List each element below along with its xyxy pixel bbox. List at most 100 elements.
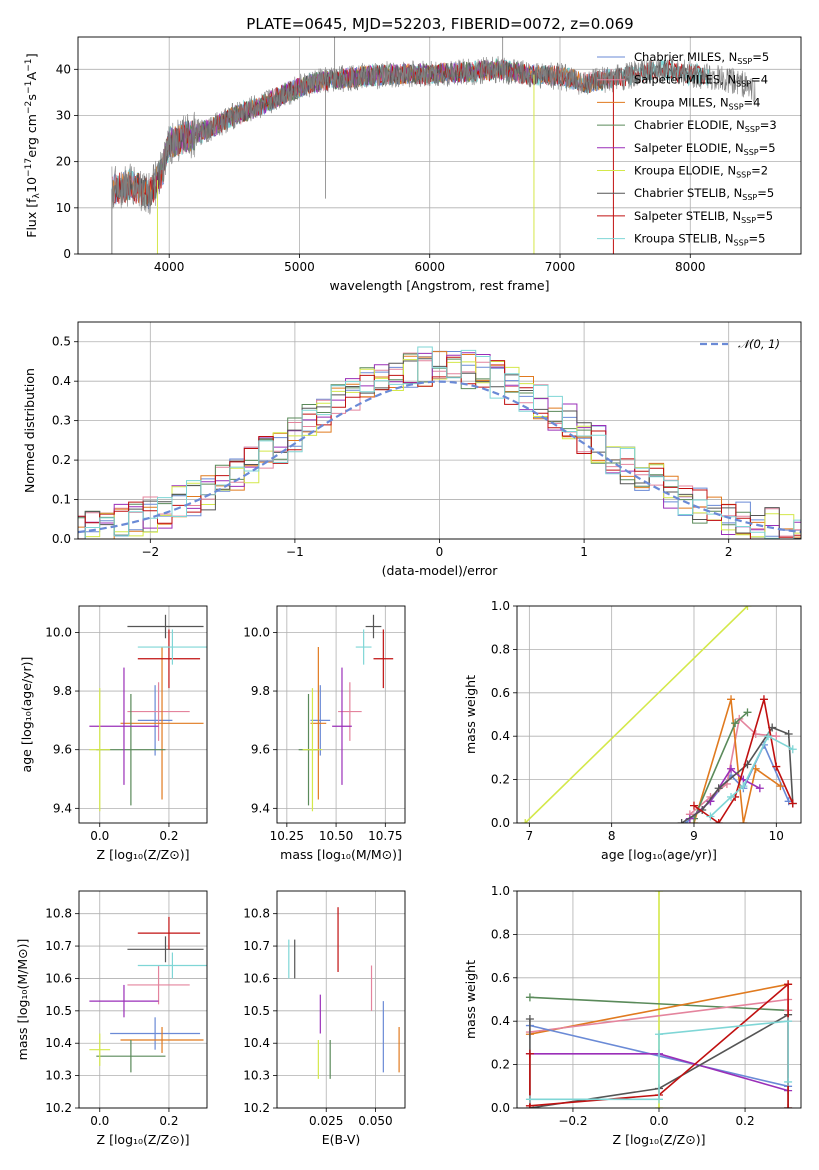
ebv-mass-ytick-label: 10.5 [243,1004,270,1018]
ebv-mass-ytick-label: 10.6 [243,971,270,985]
spectrum-data-line [111,56,756,215]
ebv-mass-ytick-label: 10.2 [243,1101,270,1115]
age-weight-plot-area [517,606,801,823]
age-weight-marker-salpeter-stelib [689,801,698,810]
age-weight-marker-salpeter-miles [772,732,781,741]
mass-age-point-salpeter-stelib [373,629,394,689]
residual-histogram-content [78,346,801,539]
z-weight-marker-salpeter-stelib [784,1104,793,1108]
spectrum-xtick-label: 8000 [675,260,706,274]
age-weight-marker-kroupa-stelib [788,745,797,754]
z-weight-ytick-label: 0.4 [491,1014,510,1028]
age-weight-marker-kroupa-miles [776,782,785,791]
age-weight-ytick-label: 0.8 [491,642,510,656]
age-weight-marker-salpeter-stelib [714,819,723,823]
age-weight-marker-salpeter-stelib [759,695,768,704]
z-mass-content [89,916,207,1073]
z-mass-xtick-label: 0.0 [90,1114,109,1128]
spectrum-ylabel-part: −1 [24,58,34,71]
ebv-mass-ytick-label: 10.7 [243,939,270,953]
residual-histogram-ytick-label: 0.4 [52,374,71,388]
age-weight-marker-salpeter-stelib [772,762,781,771]
spectrum-legend-sub: SSP [744,148,759,157]
z-age-point-kroupa-miles [120,647,204,800]
mass-age-point-kroupa-stelib [355,629,372,665]
age-weight-marker-chabrier-stelib [677,819,686,823]
z-mass-ytick-label: 10.3 [45,1069,72,1083]
mass-age-ytick-label: 9.8 [251,684,270,698]
z-weight-marker-kroupa-stelib [655,1030,663,1039]
spectrum-xtick-label: 5000 [284,260,315,274]
z-mass-point-salpeter-stelib [137,916,201,950]
spectrum-ylabel-part: −1 [24,81,34,94]
z-mass-point-salpeter-miles [127,965,190,1005]
ebv-mass-xtick-label: 0.025 [309,1114,343,1128]
z-weight-ylabel: mass weight [463,960,478,1039]
z-age-xlabel: Z [log₁₀(Z/Z⊙)] [97,847,190,862]
z-age-point-salpeter-elodie [89,667,159,785]
age-weight-marker-chabrier-stelib [784,730,793,739]
z-mass-ytick-label: 10.5 [45,1004,72,1018]
age-weight-marker-kroupa-stelib [739,782,748,791]
spectrum-legend-nssp: =5 [749,232,766,246]
mass-age-xlabel: mass [log₁₀(M/M⊙)] [280,847,402,862]
residual-histogram-xtick-label: −1 [286,545,304,559]
age-weight-marker-kroupa-elodie [743,606,752,610]
age-weight-marker-kroupa-stelib [706,812,715,821]
spectrum-ylabel-part: A [24,71,39,80]
residual-histogram-xtick-label: 1 [580,545,588,559]
spectrum-ylabel-part: s [24,94,39,101]
z-age-ytick-label: 9.4 [53,801,72,815]
spectrum-legend-label-kroupa-elodie: Kroupa ELODIE, NSSP=2 [634,164,768,180]
z-weight-marker-kroupa-stelib [655,1095,663,1104]
residual-histogram-ytick-label: 0.5 [52,335,71,349]
residual-histogram-xtick-label: 2 [725,545,733,559]
spectrum-legend-label-chabrier-stelib: Chabrier STELIB, NSSP=5 [634,186,774,202]
age-weight-ytick-label: 0.6 [491,686,510,700]
z-weight-marker-kroupa-stelib [525,1095,534,1104]
z-weight-marker-kroupa-elodie [655,891,663,895]
z-mass-point-chabrier-elodie [96,1039,166,1073]
z-weight-ytick-label: 0.0 [491,1101,510,1115]
residual-histogram-frame [77,321,802,540]
z-age-ytick-label: 9.8 [53,684,72,698]
z-mass-point-kroupa-miles [120,1027,204,1053]
z-weight-ytick-label: 1.0 [491,884,510,898]
z-age-xtick-label: 0.0 [90,829,109,843]
spectrum-legend-label-salpeter-stelib: Salpeter STELIB, NSSP=5 [634,209,773,225]
spectrum-ytick-label: 0 [63,247,71,261]
histogram-legend-label: 𝒩(0, 1) [738,337,780,351]
mass-age-ytick-label: 9.6 [251,743,270,757]
spectrum-ylabel-part: −17 [24,158,34,177]
mass-age-xtick-label: 10.50 [319,829,353,843]
z-weight-frame [516,890,802,1109]
z-weight-ytick-label: 0.8 [491,927,510,941]
z-mass-plot-area [79,891,207,1108]
spectrum-legend-sub: SSP [734,239,749,248]
spectrum-ylabel-part: 10 [24,177,39,193]
z-weight-marker-salpeter-stelib [525,1049,534,1058]
z-weight-xtick-label: 0.0 [649,1114,668,1128]
age-weight-xtick-label: 7 [526,829,534,843]
age-weight-marker-kroupa-miles [727,695,736,704]
ebv-mass-content [288,907,400,1079]
age-weight-ytick-label: 0.2 [491,773,510,787]
spectrum-ylabel-part: Flux [f [24,198,39,238]
ebv-mass-frame [276,890,406,1109]
spectrum-legend-nssp: =5 [759,141,776,155]
spectrum-ylabel: Flux [fλ 10−17 erg cm−2 s−1 A−1 ] [24,53,42,238]
age-weight-ylabel: mass weight [463,675,478,754]
mass-age-point-salpeter-elodie [332,667,352,785]
z-mass-point-salpeter-elodie [89,984,159,1018]
age-weight-ytick-label: 0.4 [491,729,510,743]
z-age-point-kroupa-elodie [89,688,111,812]
z-mass-ytick-label: 10.6 [45,971,72,985]
z-mass-ylabel: mass [log₁₀(M/M⊙)] [15,939,30,1061]
z-age-axes: 0.0 0.2 9.4 9.6 9.8 10.0 Z [log₁₀(Z/Z⊙)] age [l… [19,605,208,862]
spectrum-legend-label-kroupa-stelib: Kroupa STELIB, NSSP=5 [634,232,765,248]
z-mass-xlabel: Z [log₁₀(Z/Z⊙)] [97,1132,190,1147]
age-weight-xtick-label: 8 [608,829,616,843]
spectrum-legend-nssp: =5 [752,50,769,64]
spectrum-legend-label-chabrier-miles: Chabrier MILES, NSSP=5 [634,50,769,66]
